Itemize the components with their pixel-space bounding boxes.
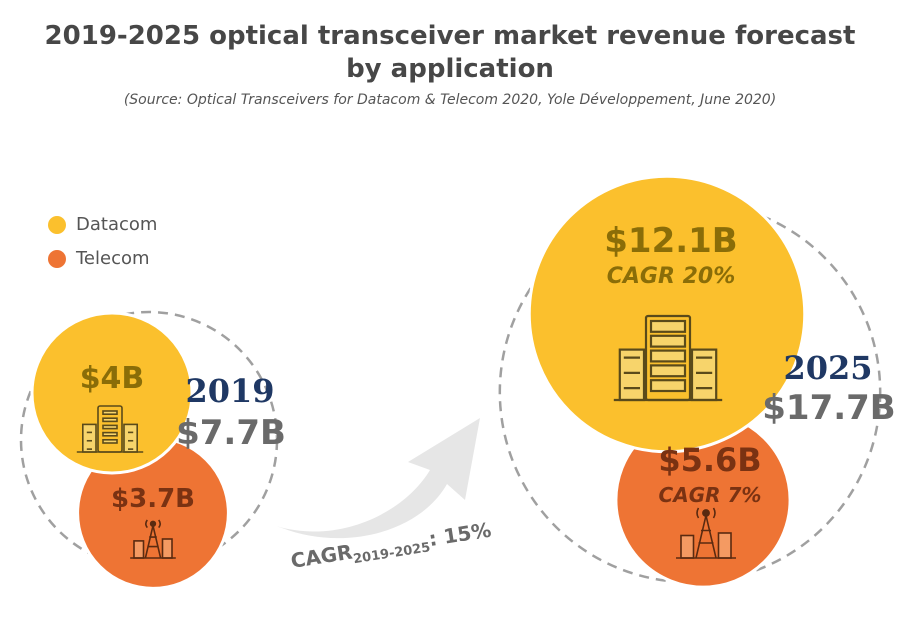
server-rack-icon-2025-slot: [649, 364, 687, 378]
label-telecom-2019: $3.7B: [111, 484, 195, 514]
server-rack-icon-2019-left: [82, 423, 97, 453]
cagr-datacom-2025: CAGR 20%: [607, 264, 736, 289]
title-line-1: 2019-2025 optical transceiver market rev…: [44, 21, 856, 51]
server-rack-icon-2019-slot: [102, 438, 118, 444]
antenna-tower-icon-2025-bldg-right: [717, 532, 732, 559]
antenna-tower-icon-2019-top: [149, 520, 157, 527]
year-label-2025: 2025: [783, 349, 872, 387]
antenna-tower-icon-2019: [130, 519, 176, 559]
legend-swatch-telecom: [48, 249, 66, 268]
legend-swatch-datacom: [48, 215, 66, 234]
server-rack-icon-2019: [76, 405, 144, 453]
growth-arrow: [276, 418, 480, 539]
label-telecom-2025: $5.6B: [658, 441, 761, 479]
label-datacom-2025: $12.1B: [604, 221, 737, 261]
server-rack-icon-2025-slot: [649, 349, 687, 363]
total-label-2019: $7.7B: [176, 413, 286, 453]
bubble-datacom-2019: [30, 311, 194, 475]
total-label-2025: $17.7B: [762, 388, 895, 428]
server-rack-icon-2019-slot: [102, 410, 118, 416]
legend-label-datacom: Datacom: [76, 214, 158, 235]
server-rack-icon-2025-slot: [649, 379, 687, 393]
bubble-datacom-2025: [527, 174, 807, 454]
antenna-tower-icon-2025-top: [702, 509, 710, 517]
server-rack-icon-2019-slot: [102, 431, 118, 437]
server-rack-icon-2019-slot: [102, 417, 118, 423]
antenna-tower-icon-2019-waves: [145, 519, 161, 529]
total-circle-2019: [19, 310, 279, 570]
server-rack-icon-2019-slot: [102, 424, 118, 430]
antenna-tower-icon-2019-bldg-right: [161, 538, 173, 559]
server-rack-icon-2019-right: [123, 423, 138, 453]
legend-item-telecom: Telecom: [48, 248, 150, 269]
antenna-tower-icon-2025: [676, 507, 736, 559]
server-rack-icon-2025-slot: [649, 334, 687, 348]
overall-cagr-value: : 15%: [427, 518, 493, 552]
legend-item-datacom: Datacom: [48, 214, 157, 235]
title-line-2: by application: [346, 54, 554, 84]
overall-cagr-prefix: CAGR: [289, 540, 354, 573]
antenna-tower-icon-2025-bldg-left: [680, 534, 695, 559]
legend-label-telecom: Telecom: [76, 248, 150, 269]
year-label-2019: 2019: [185, 372, 274, 410]
server-rack-icon-2025-slot: [649, 319, 687, 333]
cagr-telecom-2025: CAGR 7%: [659, 483, 762, 507]
antenna-tower-icon-2019-bldg-left: [133, 540, 145, 559]
overall-cagr-period: 2019-2025: [352, 540, 431, 567]
label-datacom-2019: $4B: [80, 361, 145, 396]
server-rack-icon-2025: [613, 314, 723, 402]
chart-title: 2019-2025 optical transceiver market rev…: [0, 20, 900, 86]
antenna-tower-icon-2025-waves: [696, 507, 716, 519]
source-note: (Source: Optical Transceivers for Dataco…: [123, 92, 777, 108]
